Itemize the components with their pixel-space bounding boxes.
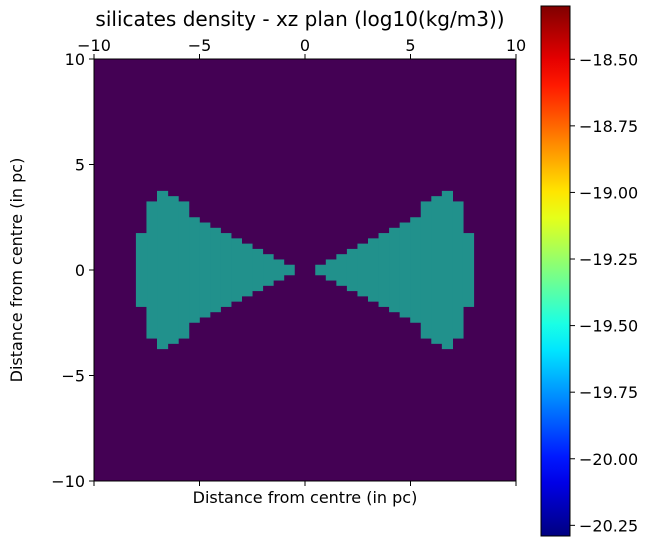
colorbar-tick-label-5: −19.75 [579,383,638,402]
y-axis-label: Distance from centre (in pc) [7,158,26,383]
colorbar-tick-label-3: −19.25 [579,250,638,269]
left-cone-cell-8 [199,222,211,318]
colorbar-tick-label-0: −18.50 [579,50,638,69]
left-cone-cell-12 [157,190,169,350]
left-cone-cell-2 [262,254,274,286]
colorbar-tick-label-7: −20.25 [579,516,638,535]
left-cone-cell-9 [188,217,200,323]
x-axis-label: Distance from centre (in pc) [193,488,418,507]
right-cone-cell-3 [346,248,359,292]
y-tick-label-3: 5 [75,156,85,175]
left-cone-cell-3 [251,248,264,292]
left-cone-cell-10 [178,201,190,339]
left-cone-cell-13 [146,201,158,339]
colorbar-gradient [540,5,571,537]
left-cone-cell-4 [241,243,253,297]
right-cone-cell-6 [378,233,390,307]
colorbar-tick-label-1: −18.75 [579,117,638,136]
right-cone-cell-8 [399,222,411,318]
left-cone-cell-11 [167,196,179,344]
right-cone-cell-7 [389,227,401,313]
colorbar: −18.50 −18.75 −19.00 −19.25 −19.50 −19.75 −20.… [540,5,638,537]
right-cone-cell-0 [315,264,327,276]
left-cone-cell-14 [135,233,148,307]
y-tick-label-0: −10 [51,472,85,491]
right-cone-cell-10 [420,201,432,339]
x-tick-label-1: −5 [188,36,212,55]
x-tick-label-4: 10 [506,36,526,55]
chart-title: silicates density - xz plan (log10(kg/m3… [95,7,504,31]
right-cone-cell-14 [462,233,475,307]
colorbar-tick-label-2: −19.00 [579,183,638,202]
right-cone-cell-5 [368,238,380,302]
heatmap-plot [94,59,516,481]
y-tick-label-1: −5 [61,367,85,386]
x-tick-label-2: 0 [300,36,310,55]
right-cone-cell-1 [325,259,337,281]
right-cone-cell-9 [410,217,422,323]
colorbar-tick-label-6: −20.00 [579,450,638,469]
left-cone-cell-1 [273,259,285,281]
right-cone-cell-4 [357,243,369,297]
x-tick-label-3: 5 [405,36,415,55]
left-cone-cell-5 [230,238,242,302]
left-cone-cell-0 [283,264,295,276]
y-tick-label-4: 10 [65,50,85,69]
left-cone-cell-6 [220,233,232,307]
y-tick-label-2: 0 [75,261,85,280]
right-cone-cell-11 [431,196,443,344]
right-cone-cell-12 [441,190,453,350]
right-cone-cell-2 [336,254,348,286]
x-tick-label-0: −10 [77,36,111,55]
colorbar-tick-label-4: −19.50 [579,317,638,336]
left-cone-cell-7 [209,227,221,313]
right-cone-cell-13 [452,201,464,339]
